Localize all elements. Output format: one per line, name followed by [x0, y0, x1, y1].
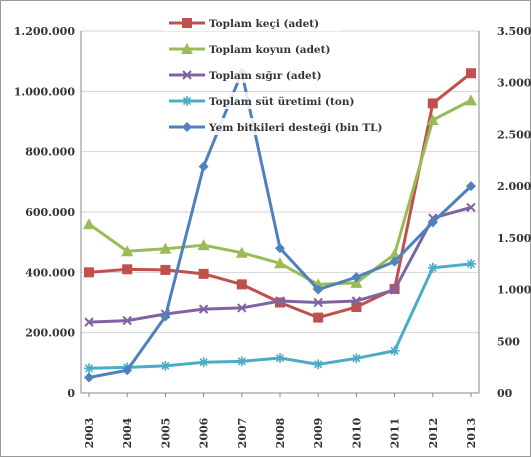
data-point	[121, 245, 134, 257]
data-point	[84, 372, 94, 383]
y-right-tick-label: 3.000	[497, 77, 531, 90]
data-point	[237, 303, 247, 313]
y-left-tick-label: 600.000	[25, 206, 75, 219]
y-right-tick-label: 2.000	[497, 180, 531, 193]
data-point	[235, 246, 248, 258]
x-tick-label: 2006	[198, 417, 211, 448]
data-point	[389, 285, 400, 295]
data-point	[427, 98, 438, 109]
data-point	[389, 256, 400, 267]
x-tick-label: 2005	[159, 418, 172, 449]
x-tick-label: 2003	[83, 418, 96, 449]
data-point	[351, 302, 362, 313]
data-point	[122, 315, 132, 326]
data-point	[466, 258, 476, 269]
legend-entry-bg	[163, 92, 341, 109]
data-point	[427, 217, 438, 228]
x-tick-label: 2011	[389, 418, 402, 449]
y-left-tick-label: 0	[67, 387, 75, 400]
data-point	[84, 363, 94, 374]
x-tick-label: 2012	[427, 418, 440, 449]
y-left-tick-label: 200.000	[25, 327, 75, 340]
data-point	[313, 312, 324, 323]
data-point	[160, 360, 171, 371]
legend-label: Yem bitkileri desteği (bin TL)	[208, 122, 383, 134]
legend-entry-bg	[163, 118, 341, 135]
data-point	[313, 297, 323, 308]
data-point	[160, 264, 171, 275]
data-point	[351, 272, 362, 283]
data-point	[426, 113, 439, 125]
data-point	[159, 242, 172, 254]
legend-entry-bg	[163, 14, 341, 31]
data-point	[465, 94, 477, 106]
legend-entry-bg	[163, 66, 341, 83]
data-point	[275, 353, 285, 364]
legend-label: Toplam süt üretimi (ton)	[209, 96, 354, 108]
x-tick-label: 2010	[350, 417, 363, 448]
legend-marker	[182, 122, 192, 132]
data-point	[389, 345, 400, 356]
data-point	[313, 284, 324, 295]
data-point	[427, 262, 438, 273]
data-point	[275, 296, 285, 306]
x-tick-label: 2004	[121, 417, 134, 448]
data-point	[466, 68, 476, 79]
data-point	[160, 311, 171, 322]
data-point	[350, 276, 363, 288]
y-right-tick-label: 1.000	[497, 284, 531, 297]
series-line-1	[88, 72, 472, 320]
data-point	[313, 359, 324, 370]
legend-label: Toplam sığır (adet)	[209, 70, 322, 82]
y-left-tick-label: 400.000	[25, 266, 75, 279]
y-right-tick-label: 00	[497, 387, 513, 400]
data-point	[84, 317, 94, 327]
data-point	[122, 365, 133, 376]
y-left-tick-label: 1.200.000	[14, 25, 76, 38]
x-tick-label: 2008	[274, 417, 287, 448]
data-point	[83, 218, 95, 230]
legend-marker	[182, 18, 192, 28]
data-point	[198, 268, 209, 279]
y-right-tick-label: 500	[497, 335, 520, 348]
y-right-tick-label: 1.500	[497, 232, 531, 245]
y-left-tick-label: 800.000	[25, 146, 75, 159]
data-point	[351, 296, 362, 306]
y-right-tick-label: 3.500	[497, 25, 531, 38]
x-tick-label: 2009	[312, 418, 325, 449]
data-point	[274, 257, 286, 269]
data-point	[466, 202, 476, 213]
data-point	[275, 243, 285, 254]
x-tick-label: 2007	[236, 418, 249, 449]
legend-label: Toplam keçi (adet)	[209, 18, 319, 30]
data-point	[351, 353, 362, 364]
legend-entry-bg	[163, 40, 341, 57]
data-point	[122, 264, 133, 275]
y-left-tick-label: 1.000.000	[14, 85, 76, 98]
data-point	[466, 181, 476, 192]
data-point	[197, 239, 210, 251]
legend-marker	[182, 70, 192, 80]
x-tick-label: 2013	[465, 418, 478, 449]
data-point	[236, 279, 247, 290]
legend-marker	[182, 96, 192, 106]
data-point	[198, 161, 209, 172]
legend-marker	[181, 43, 193, 54]
data-point	[236, 356, 247, 367]
data-point	[84, 267, 94, 278]
legend-label: Toplam koyun (adet)	[209, 44, 330, 56]
data-point	[198, 304, 209, 314]
y-right-tick-label: 2.500	[497, 128, 531, 141]
data-point	[198, 357, 209, 368]
